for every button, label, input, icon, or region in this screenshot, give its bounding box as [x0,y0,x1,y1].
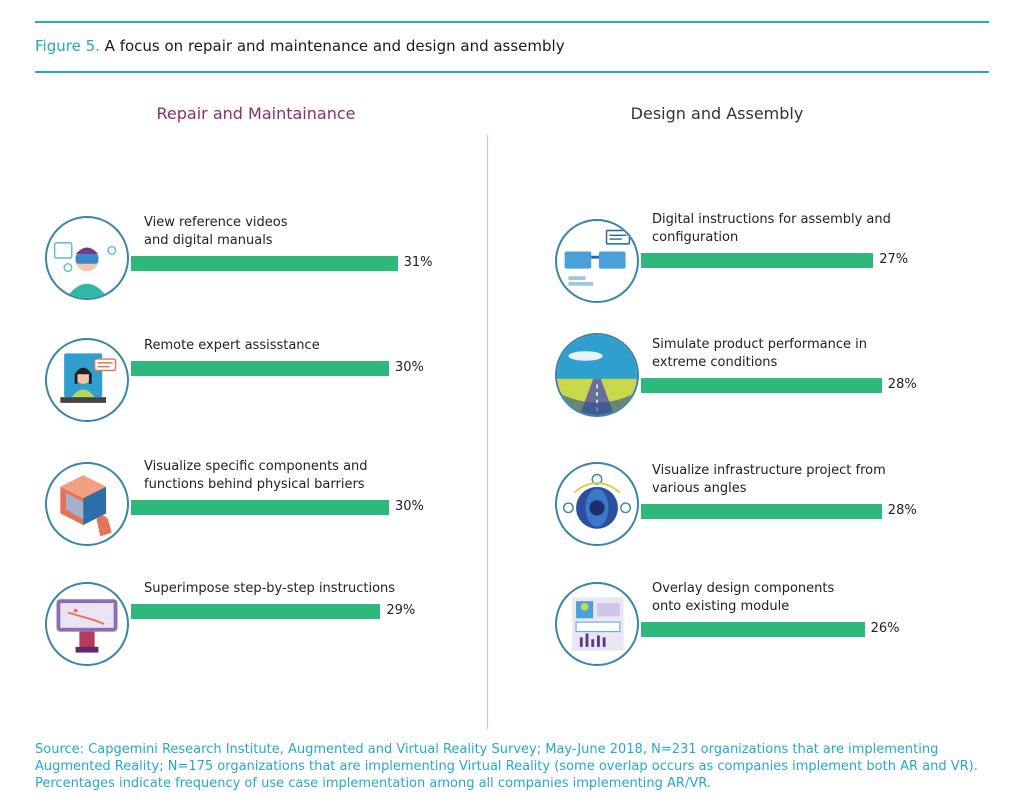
category-label: View reference videos [144,215,288,230]
360-view-icon [555,462,639,546]
category-label: configuration [652,230,739,245]
category-label: and digital manuals [144,233,273,248]
bar [641,253,874,268]
design-assembly-heading: Design and Assembly [630,104,804,123]
value-label: 28% [887,377,917,392]
value-label: 28% [887,503,917,518]
design-overlay-icon [555,582,639,666]
category-label: Visualize infrastructure project from [652,463,886,478]
cube-touch-icon [45,462,129,546]
figure-number: Figure 5. [35,37,100,55]
bar [131,604,381,619]
column-divider [487,135,488,729]
category-label: onto existing module [652,599,790,614]
value-label: 31% [403,255,433,270]
category-label: extreme conditions [652,355,778,370]
top-rule [35,21,989,23]
category-label: Overlay design components [652,581,835,596]
bar [131,256,398,271]
vr-headset-icon [45,216,129,300]
value-label: 26% [870,621,900,636]
figure-title-text: A focus on repair and maintenance and de… [104,37,565,55]
figure-title: Figure 5. A focus on repair and maintena… [35,37,565,55]
value-label: 29% [386,603,416,618]
title-underline [35,71,989,73]
bar [641,504,882,519]
category-label: various angles [652,481,747,496]
category-label: Digital instructions for assembly and [652,212,891,227]
bar [131,500,389,515]
bar [641,378,882,393]
category-label: Simulate product performance in [652,337,867,352]
category-label: Superimpose step-by-step instructions [144,581,396,596]
category-label: functions behind physical barriers [144,477,365,492]
video-call-icon [45,338,129,422]
category-label: Remote expert assisstance [144,338,320,353]
value-label: 30% [395,360,424,375]
repair-maintenance-heading: Repair and Maintainance [156,104,356,123]
value-label: 27% [879,252,909,267]
smart-glasses-icon [555,219,639,303]
bar [131,361,389,376]
bar [641,622,865,637]
tablet-instructions-icon [45,582,129,666]
category-label: Visualize specific components and [144,459,368,474]
value-label: 30% [395,499,424,514]
source-note: Source: Capgemini Research Institute, Au… [35,742,978,791]
road-simulation-icon [555,333,639,417]
